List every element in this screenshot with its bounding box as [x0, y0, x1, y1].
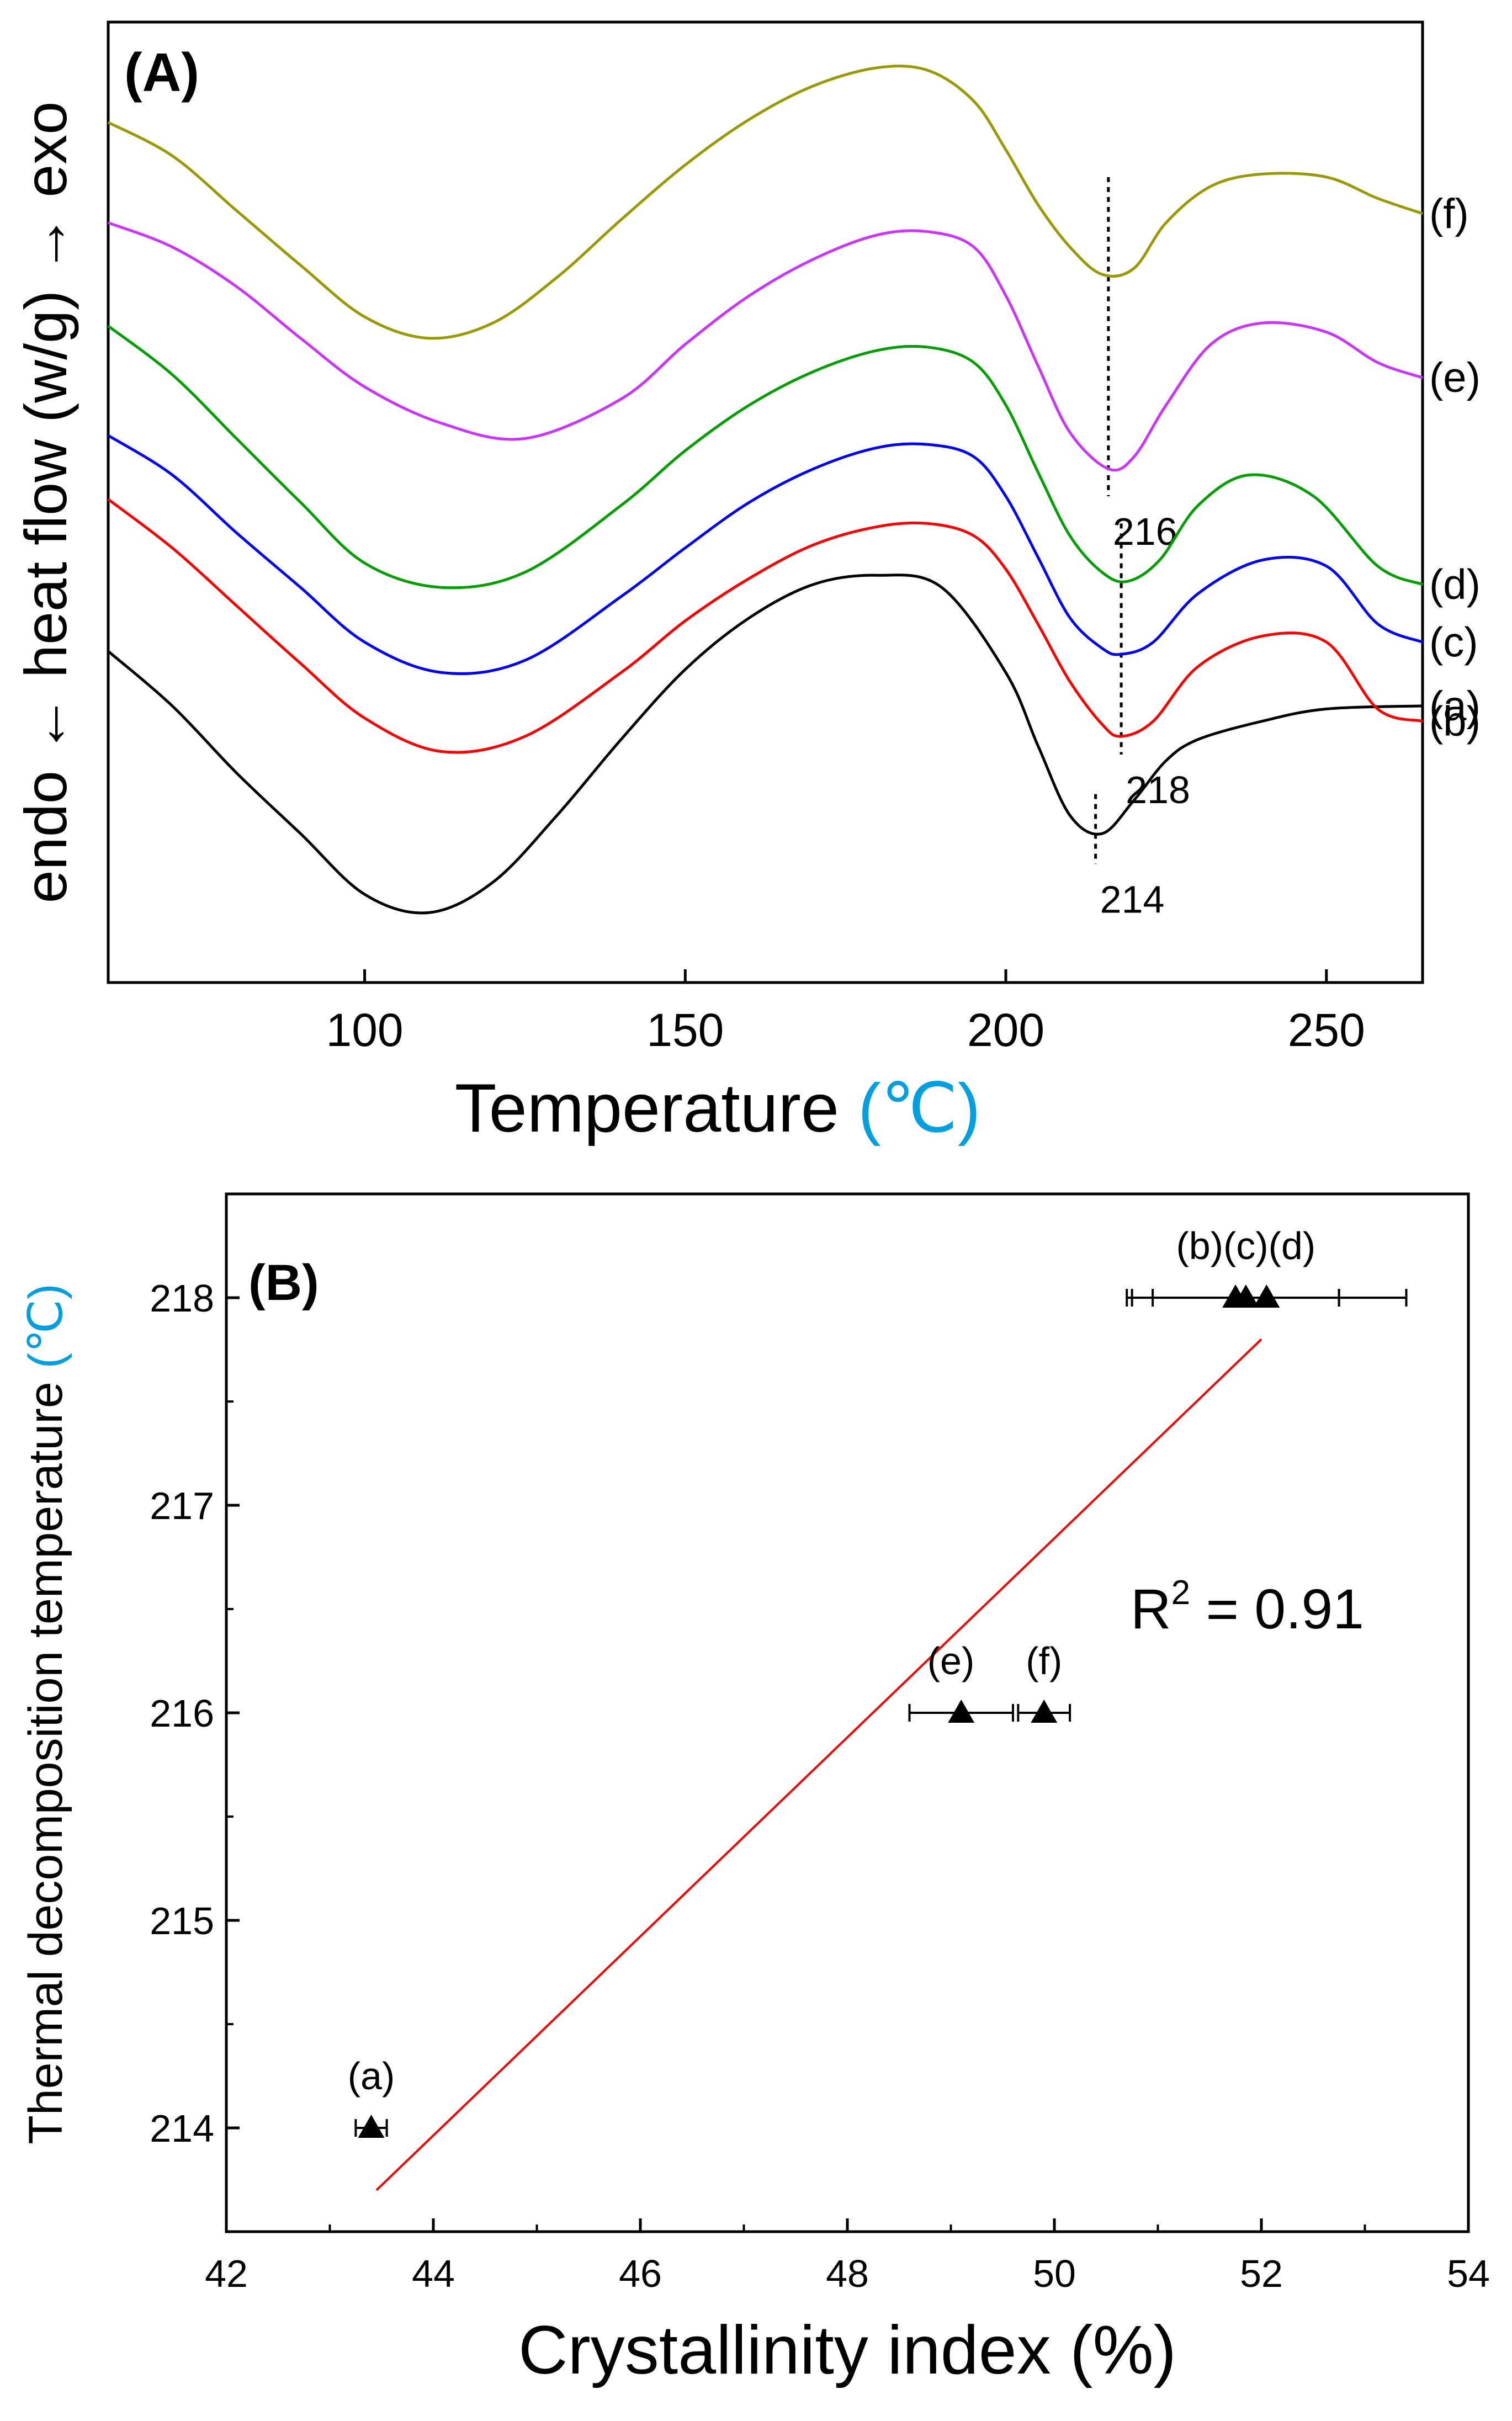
panel-a-plot-frame [107, 20, 1424, 984]
peak-label-214: 214 [1100, 878, 1165, 921]
panel-b-label: (B) [248, 1255, 319, 1311]
series-line-b [107, 498, 1423, 754]
y-tick-label-215: 215 [150, 1899, 214, 1942]
series-line-d [107, 325, 1423, 590]
series-label-a: (a) [1429, 683, 1481, 730]
series-label-d: (d) [1429, 561, 1481, 608]
data-point-e [948, 1700, 975, 1723]
panel-a-y-axis-title: endo ← heat flow (w/g) → exo [12, 102, 79, 904]
x-tick-label-200: 200 [967, 1004, 1044, 1056]
data-point-a [358, 2115, 385, 2138]
data-point-c [1232, 1284, 1259, 1308]
panel-a-x-axis-title: Temperature (℃) [455, 1070, 980, 1146]
x-tick-label-50: 50 [1033, 2252, 1076, 2295]
y-tick-label-216: 216 [150, 1692, 214, 1735]
peak-label-218: 218 [1126, 768, 1190, 811]
series-line-c [107, 434, 1423, 675]
series-label-f: (f) [1429, 190, 1469, 237]
series-label-e: (e) [1429, 354, 1481, 401]
series-line-e [108, 221, 1423, 472]
data-point-d [1253, 1284, 1280, 1308]
series-label-b: (b) [1429, 698, 1481, 745]
panel-b-x-axis-title: Crystallinity index (%) [518, 2312, 1176, 2388]
panel-a-x-axis: 100 150 200 250 [326, 969, 1365, 1056]
panel-a-annotations: 214 216 218 [1094, 177, 1190, 921]
x-tick-label-44: 44 [412, 2252, 455, 2295]
panel-b-fit [375, 1338, 1262, 2191]
x-tick-label-42: 42 [205, 2252, 248, 2295]
x-tick-label-48: 48 [826, 2252, 869, 2295]
point-label: (b)(c)(d) [1176, 1224, 1316, 1267]
panel-b-axes: 42 44 46 48 50 52 54 214 215 216 217 218 [150, 1193, 1490, 2295]
point-label: (a) [348, 2054, 395, 2098]
panel-b-points: (a) (b)(c)(d) (e) (f) [348, 1224, 1408, 2138]
series-label-c: (c) [1429, 619, 1478, 666]
panel-b-chart: (B) 42 44 46 48 50 52 54 214 215 216 217 218 (a) (b)… [19, 1192, 1490, 2388]
x-tick-label-54: 54 [1447, 2252, 1490, 2295]
panel-b-y-axis-title: Thermal decomposition temperature (℃) [19, 1283, 72, 2144]
x-tick-label-46: 46 [619, 2252, 662, 2295]
panel-a-series: (a)(b) (c) (d) (e) (f) [107, 65, 1481, 915]
x-tick-label-100: 100 [326, 1004, 404, 1056]
data-point-f [1031, 1700, 1058, 1723]
x-tick-label-52: 52 [1240, 2252, 1283, 2295]
y-tick-label-214: 214 [150, 2107, 214, 2150]
panel-a-label: (A) [124, 42, 199, 103]
point-label: (f) [1026, 1639, 1062, 1682]
y-tick-label-218: 218 [150, 1277, 214, 1320]
y-tick-label-217: 217 [150, 1484, 214, 1527]
panel-b-r-squared: R2 = 0.91 [1131, 1574, 1364, 1640]
x-tick-label-250: 250 [1288, 1004, 1365, 1056]
point-label: (e) [927, 1639, 975, 1682]
fit-line [375, 1338, 1262, 2191]
panel-b-plot-frame [225, 1192, 1470, 2233]
x-tick-label-150: 150 [646, 1004, 724, 1056]
series-line-f [107, 65, 1423, 340]
series-line-a [107, 574, 1423, 915]
peak-label-216: 216 [1113, 510, 1177, 553]
